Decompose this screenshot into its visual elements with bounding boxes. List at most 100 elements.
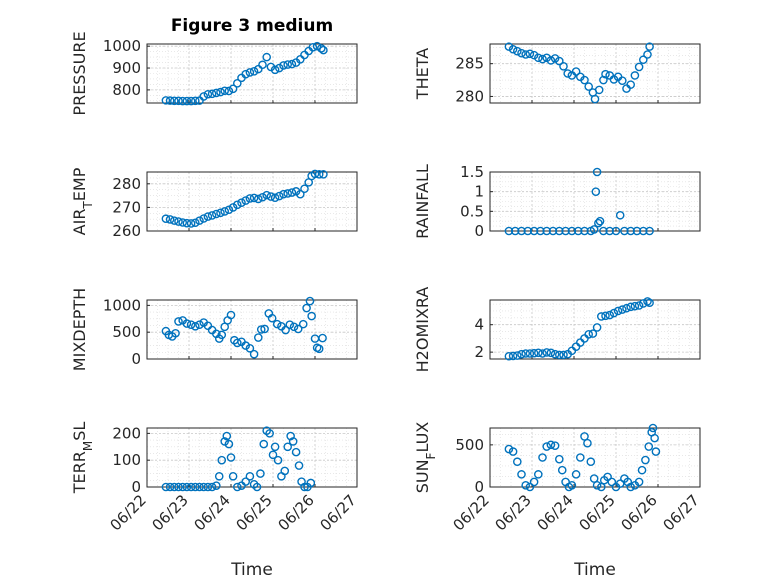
y-axis-label-4: RAINFALL [413, 164, 432, 239]
figure-title: Figure 3 medium [171, 16, 333, 36]
data-point [224, 205, 234, 215]
data-point [220, 207, 229, 216]
data-point [203, 482, 213, 492]
data-point [504, 351, 514, 361]
data-point [300, 184, 309, 194]
data-point [592, 167, 602, 177]
data-point [237, 198, 246, 207]
data-point [643, 50, 652, 59]
y-tick-label: 270 [112, 198, 141, 216]
data-point [252, 482, 262, 492]
data-point [529, 226, 539, 236]
data-point [216, 87, 225, 97]
data-point [559, 350, 568, 360]
plot-area [489, 43, 701, 104]
data-point [601, 69, 610, 79]
data-point [561, 226, 570, 236]
x-tick-label: 06/24 [191, 491, 234, 534]
data-point [232, 200, 242, 210]
data-point [525, 349, 535, 358]
data-point [591, 187, 601, 196]
data-point [555, 56, 564, 66]
data-point [283, 60, 293, 69]
data-point [538, 453, 547, 462]
data-point [169, 96, 179, 106]
data-point [639, 226, 648, 236]
data-point [186, 482, 196, 492]
data-point [217, 455, 227, 465]
data-point [580, 75, 589, 85]
y-tick-label: 500 [112, 323, 141, 341]
data-point [280, 466, 290, 476]
data-point [521, 481, 531, 490]
data-point [542, 226, 552, 236]
data-point [186, 219, 196, 228]
data-point [546, 56, 556, 65]
subplot-1: 800 900 1000 PRESSURE [70, 31, 358, 116]
data-point [557, 465, 567, 475]
data-point [190, 96, 200, 106]
data-point [199, 214, 208, 223]
x-tick-label: 06/26 [618, 491, 661, 534]
data-point [310, 169, 320, 179]
y-tick-label: 0 [474, 222, 484, 240]
data-point [272, 319, 282, 329]
data-point [536, 226, 545, 236]
y-axis-label-7: TERRMSL [70, 422, 95, 495]
y-axis-label-3: AIRTEMP [70, 167, 95, 235]
data-point [504, 42, 514, 51]
y-axis-label-1: PRESSURE [70, 31, 89, 115]
data-point [222, 431, 232, 441]
data-point [517, 226, 526, 236]
data-point [226, 453, 236, 462]
y-tick-label: 1.5 [460, 163, 484, 181]
x-tick-label: 06/26 [275, 491, 318, 534]
data-point [161, 214, 171, 224]
data-point [178, 96, 187, 106]
data-point [287, 188, 297, 197]
data-point [306, 478, 316, 488]
data-point [517, 48, 526, 58]
data-point [615, 210, 625, 220]
subplot-5: 0 500 1000 MIXDEPTH [70, 288, 358, 371]
data-point [626, 482, 636, 492]
data-point [203, 89, 213, 99]
data-point [178, 482, 187, 492]
data-point [228, 203, 238, 212]
data-point [592, 481, 602, 490]
data-point [639, 55, 648, 65]
data-point [220, 86, 229, 96]
data-point [249, 349, 259, 359]
data-point [314, 170, 324, 179]
data-point [228, 471, 238, 481]
data-point [314, 344, 324, 354]
data-point [285, 320, 295, 329]
data-point [174, 482, 183, 492]
data-point [287, 59, 297, 69]
data-point [165, 96, 175, 105]
data-point [586, 457, 596, 467]
plot-area [146, 299, 358, 360]
data-point [529, 50, 539, 60]
data-point [295, 189, 305, 199]
data-point [525, 49, 535, 59]
data-point [607, 477, 617, 487]
data-point [161, 482, 171, 492]
data-point [618, 305, 627, 314]
data-point [228, 84, 238, 94]
x-tick-label: 06/22 [107, 491, 150, 534]
data-point [171, 328, 180, 338]
data-point [645, 298, 654, 308]
data-point [186, 320, 196, 329]
data-point [319, 45, 328, 55]
plot-area [146, 427, 358, 488]
data-point [308, 42, 318, 52]
data-point [597, 482, 606, 492]
data-point [211, 209, 221, 219]
data-point [207, 482, 217, 492]
x-tick-label: 06/25 [233, 491, 276, 534]
data-point [523, 226, 533, 236]
data-point [618, 76, 627, 86]
data-point [262, 52, 272, 62]
data-point [216, 208, 225, 218]
